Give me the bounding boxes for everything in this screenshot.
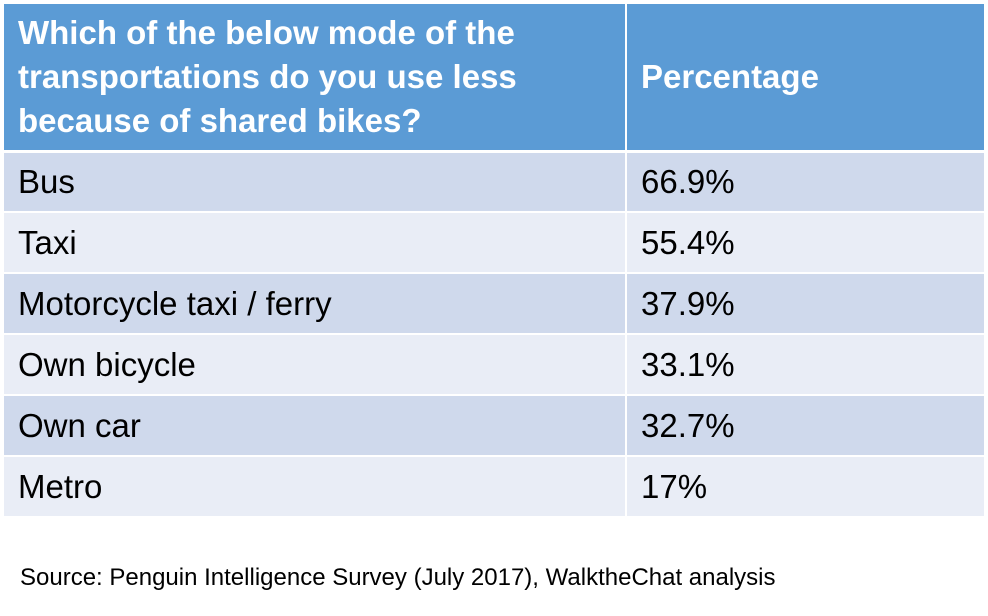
survey-table: Which of the below mode of the transport…	[4, 4, 984, 518]
table-header-row: Which of the below mode of the transport…	[4, 4, 984, 153]
column-header-question: Which of the below mode of the transport…	[4, 4, 627, 153]
mode-cell: Own car	[4, 395, 627, 457]
table-row: Bus 66.9%	[4, 151, 984, 213]
mode-cell: Taxi	[4, 212, 627, 274]
percentage-cell: 33.1%	[626, 334, 984, 396]
mode-cell: Own bicycle	[4, 334, 627, 396]
column-header-percentage: Percentage	[626, 4, 984, 153]
table-row: Own car 32.7%	[4, 395, 984, 457]
percentage-cell: 66.9%	[626, 151, 984, 213]
percentage-cell: 17%	[626, 456, 984, 518]
mode-cell: Bus	[4, 151, 627, 213]
table-row: Taxi 55.4%	[4, 212, 984, 274]
table-row: Motorcycle taxi / ferry 37.9%	[4, 273, 984, 335]
source-note: Source: Penguin Intelligence Survey (Jul…	[20, 564, 776, 591]
mode-cell: Metro	[4, 456, 627, 518]
percentage-cell: 37.9%	[626, 273, 984, 335]
mode-cell: Motorcycle taxi / ferry	[4, 273, 627, 335]
percentage-cell: 32.7%	[626, 395, 984, 457]
table-row: Own bicycle 33.1%	[4, 334, 984, 396]
percentage-cell: 55.4%	[626, 212, 984, 274]
table-row: Metro 17%	[4, 456, 984, 518]
survey-table-container: Which of the below mode of the transport…	[4, 4, 984, 518]
